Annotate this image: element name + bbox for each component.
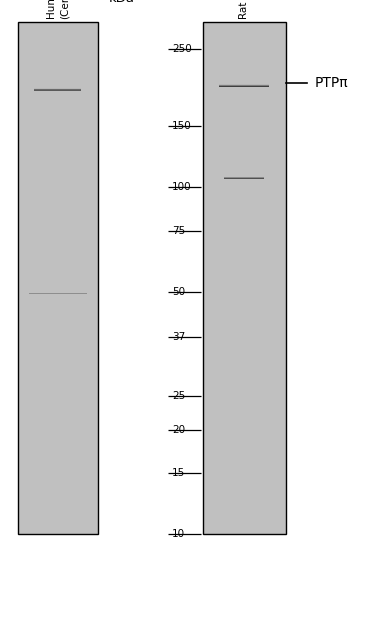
Bar: [219, 85, 269, 86]
Bar: [34, 88, 82, 89]
Bar: [34, 90, 82, 91]
Text: Human Brain
(Cerebellum): Human Brain (Cerebellum): [47, 0, 69, 19]
Bar: [224, 178, 264, 179]
Text: 10: 10: [172, 529, 185, 539]
Bar: [219, 86, 269, 87]
Text: PTPπ: PTPπ: [315, 76, 348, 90]
Bar: [34, 90, 82, 91]
Bar: [219, 85, 269, 86]
Bar: [34, 89, 82, 91]
Text: 250: 250: [172, 44, 192, 54]
Text: 25: 25: [172, 391, 185, 401]
Text: 20: 20: [172, 425, 185, 435]
Text: 37: 37: [172, 332, 185, 342]
Text: 50: 50: [172, 287, 185, 297]
Bar: [219, 86, 269, 87]
Bar: [34, 89, 82, 91]
Bar: [224, 178, 264, 179]
Bar: [219, 86, 269, 87]
Text: 75: 75: [172, 226, 185, 236]
Text: 15: 15: [172, 468, 185, 478]
Bar: [34, 90, 82, 91]
Bar: [219, 86, 269, 88]
Bar: [203, 21, 286, 534]
Text: Rat Brain: Rat Brain: [239, 0, 249, 19]
Bar: [224, 178, 264, 179]
Bar: [224, 177, 264, 178]
Text: 100: 100: [172, 182, 192, 192]
Bar: [224, 177, 264, 178]
Bar: [219, 84, 269, 85]
Bar: [34, 89, 82, 90]
Text: kDa: kDa: [108, 0, 135, 5]
Bar: [224, 178, 264, 179]
Text: 150: 150: [172, 121, 192, 131]
Bar: [18, 21, 98, 534]
